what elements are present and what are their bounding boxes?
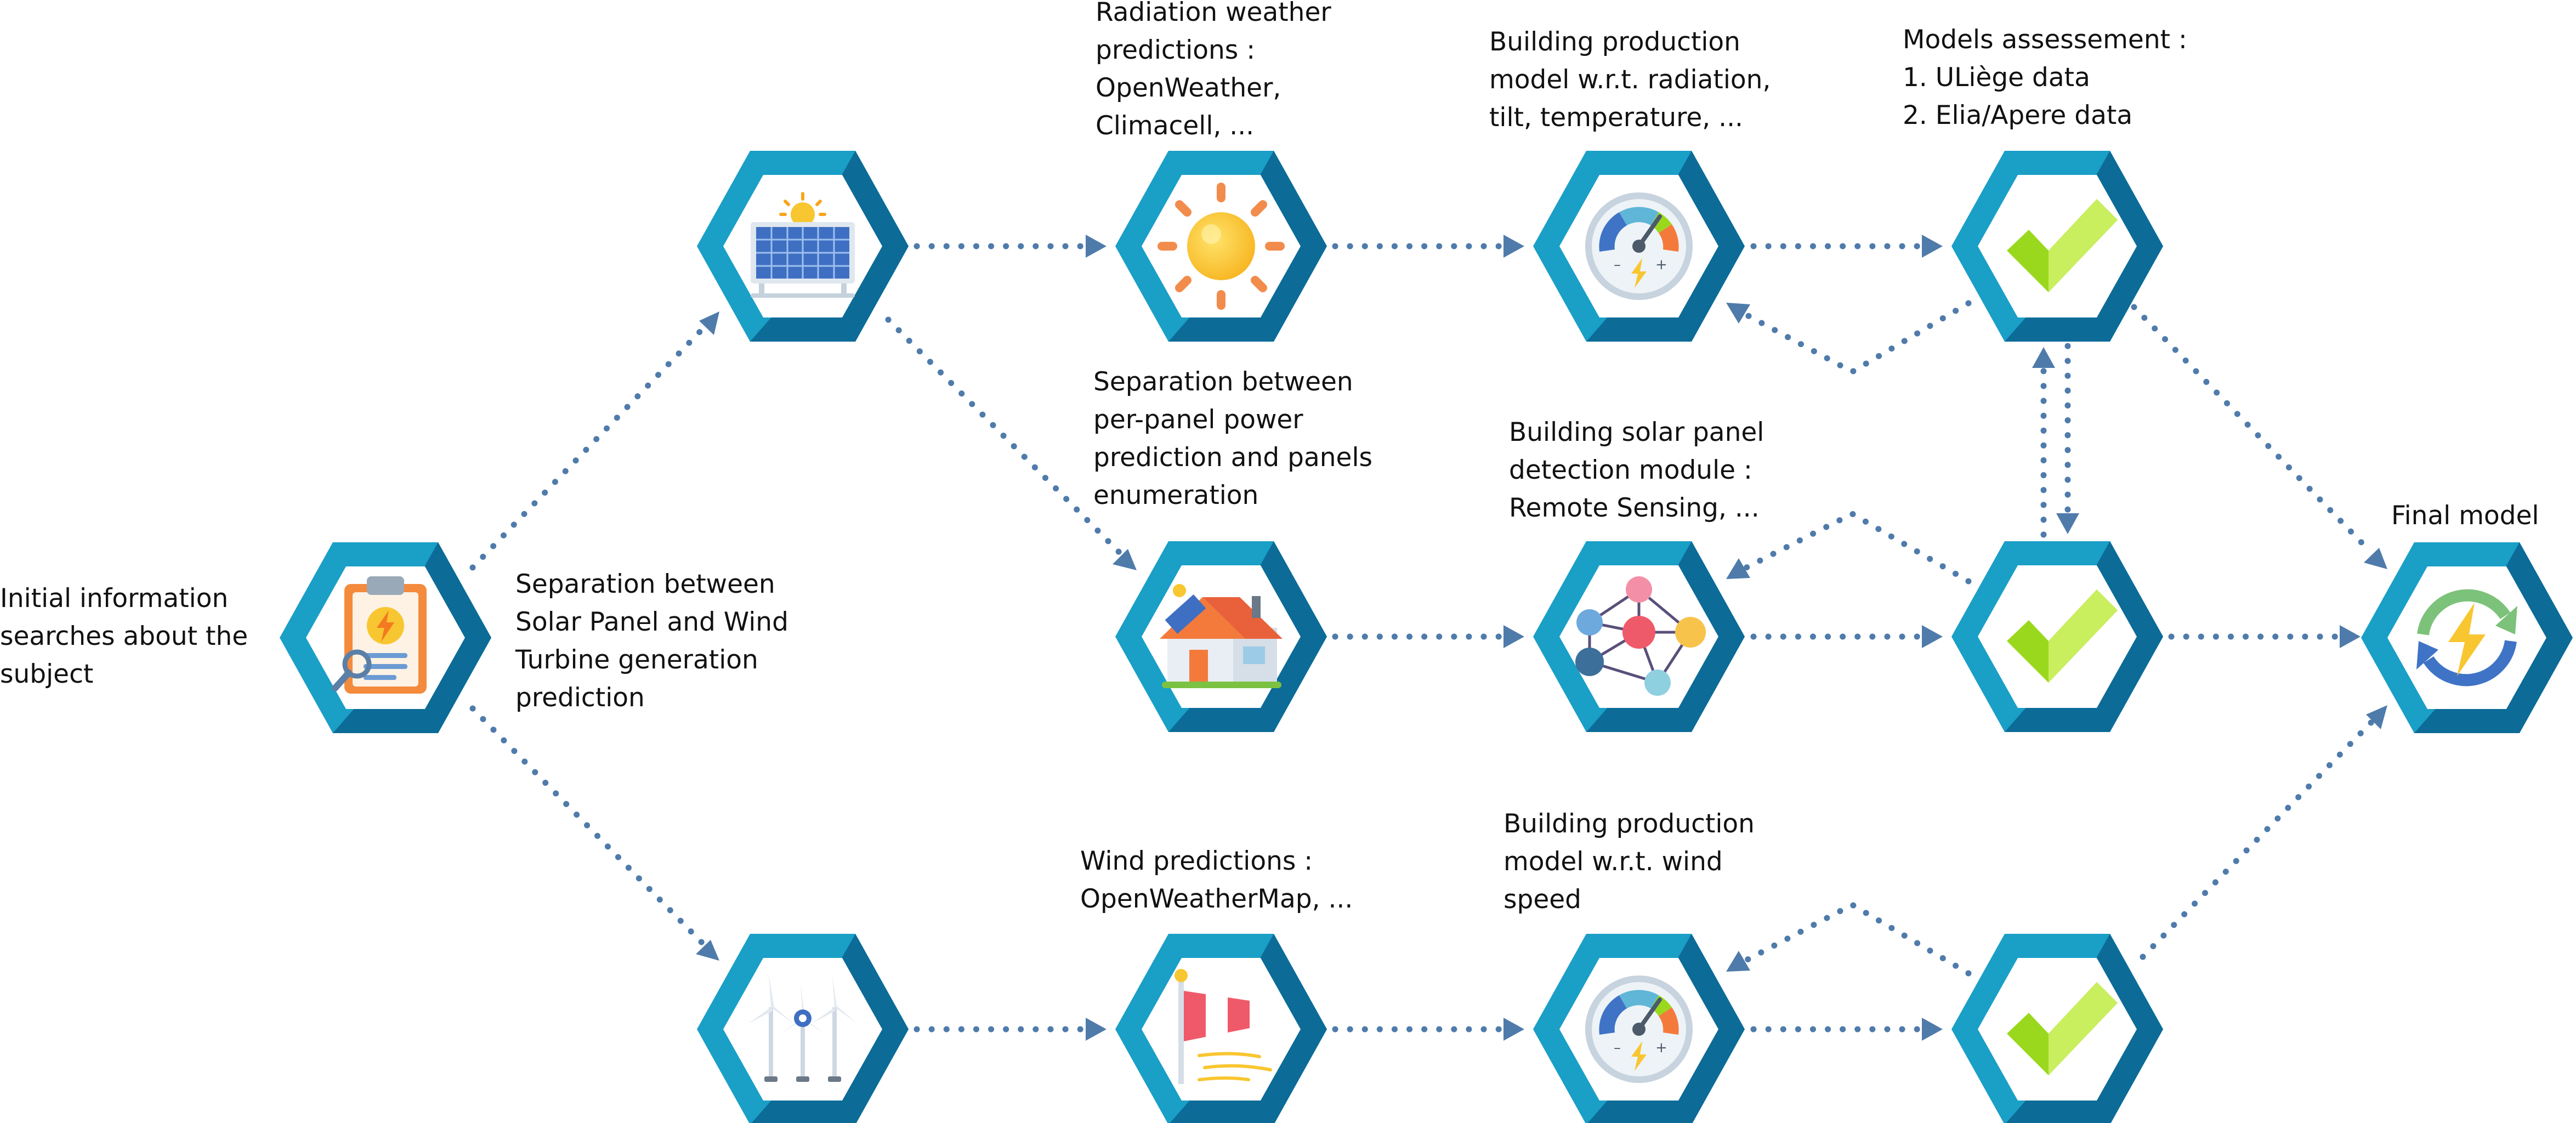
label-detection-module: Building solar panel detection module : … [1509, 417, 1764, 523]
label-separation-solar-wind: Separation between Solar Panel and Wind … [515, 569, 788, 713]
connector-assessment-vertical-up [2032, 347, 2055, 538]
gauge-icon: – + [1585, 192, 1693, 300]
gauge-icon: – + [1585, 975, 1693, 1083]
connector-radiation-to-production [1332, 235, 1524, 258]
clipboard-icon [332, 576, 427, 694]
network-icon [1575, 576, 1706, 696]
connector-assessment-bottom-to-final [2140, 705, 2387, 960]
label-production-radiation: Building production model w.r.t. radiati… [1489, 27, 1771, 133]
label-models-assessment: Models assessement : 1. ULiège data 2. E… [1903, 25, 2187, 131]
svg-text:–: – [1614, 1040, 1621, 1056]
renewable-energy-icon [2416, 589, 2517, 687]
connector-assessment-feedback-top [1726, 300, 1972, 376]
connector-initial-to-solar [469, 311, 719, 571]
connector-assessment-feedback-bottom [1726, 901, 1972, 977]
node-final-model [2361, 542, 2573, 733]
label-separation-panel: Separation between per-panel power predi… [1093, 367, 1372, 511]
svg-text:+: + [1655, 257, 1667, 273]
connector-wind-to-predictions [913, 1018, 1107, 1041]
node-assessment-top [1951, 151, 2163, 342]
connector-house-to-detection [1332, 625, 1524, 648]
connector-assessment-feedback-mid [1726, 510, 1972, 585]
connector-detection-to-assessment [1750, 625, 1943, 648]
checkmark-icon [2007, 199, 2118, 292]
connector-assessment-mid-to-final [2168, 625, 2361, 648]
label-production-wind: Building production model w.r.t. wind sp… [1503, 809, 1755, 915]
connector-assessment-vertical-down [2056, 343, 2079, 534]
node-production-radiation: – + [1533, 151, 1745, 342]
node-production-wind: – + [1533, 934, 1745, 1123]
node-detection [1533, 541, 1745, 732]
connector-initial-to-wind [469, 705, 719, 961]
connector-production-wind-to-assessment [1750, 1018, 1943, 1041]
svg-text:+: + [1655, 1040, 1667, 1056]
connector-assessment-top-to-final [2131, 304, 2387, 569]
node-initial [280, 542, 491, 733]
node-solar-panel [697, 151, 909, 342]
windsock-icon [1174, 969, 1273, 1084]
connector-production-to-assessment [1750, 235, 1943, 258]
node-assessment-mid [1951, 541, 2163, 732]
svg-text:–: – [1614, 257, 1621, 273]
node-windsock [1115, 934, 1327, 1123]
label-initial: Initial information searches about the s… [0, 583, 248, 689]
node-assessment-bottom [1951, 934, 2163, 1123]
connectors [469, 235, 2387, 1041]
node-radiation [1115, 151, 1327, 342]
connector-solar-to-radiation [913, 235, 1107, 258]
solar-panel-icon [751, 192, 855, 298]
connector-solar-to-house [885, 316, 1137, 570]
connector-predictions-to-production [1332, 1018, 1524, 1041]
label-wind-predictions: Wind predictions : OpenWeatherMap, ... [1080, 846, 1353, 914]
checkmark-icon [2007, 589, 2118, 683]
label-radiation-predictions: Radiation weather predictions : OpenWeat… [1096, 0, 1331, 141]
checkmark-icon [2007, 982, 2118, 1075]
node-wind-turbine [697, 934, 909, 1123]
label-final-model: Final model [2391, 501, 2539, 531]
solar-house-icon [1160, 584, 1283, 688]
node-solar-house [1115, 541, 1327, 732]
sun-icon [1158, 183, 1285, 310]
wind-turbine-icon [748, 974, 858, 1082]
